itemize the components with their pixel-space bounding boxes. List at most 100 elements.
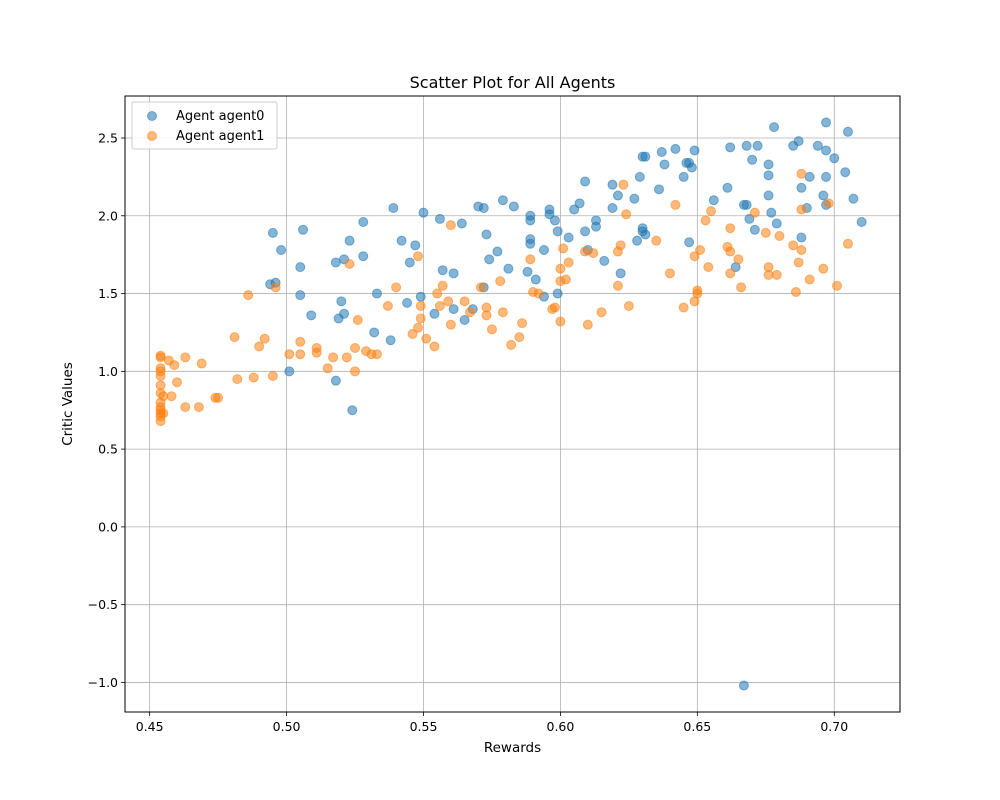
data-point-agent0 (267, 227, 278, 238)
data-point-agent0 (530, 274, 541, 285)
data-point-agent0 (659, 159, 670, 170)
data-point-agent1 (180, 352, 191, 363)
data-point-agent0 (821, 145, 832, 156)
data-point-agent0 (612, 190, 623, 201)
data-point-agent1 (725, 223, 736, 234)
data-point-agent0 (741, 140, 752, 151)
data-point-agent1 (612, 280, 623, 291)
data-point-agent0 (306, 310, 317, 321)
data-point-agent0 (574, 198, 585, 209)
data-point-agent0 (448, 268, 459, 279)
grid-lines (125, 96, 900, 712)
data-point-agent1 (703, 262, 714, 273)
data-point-agent0 (298, 224, 309, 235)
data-point-agent1 (328, 352, 339, 363)
data-point-agent0 (339, 308, 350, 319)
data-point-agent1 (560, 274, 571, 285)
x-tick-label: 0.65 (683, 719, 711, 734)
data-point-agent1 (350, 366, 361, 377)
data-point-agent1 (415, 313, 426, 324)
data-point-agent1 (443, 296, 454, 307)
data-point-agent0 (812, 140, 823, 151)
data-point-agent0 (503, 263, 514, 274)
data-point-agent0 (591, 221, 602, 232)
data-point-agent0 (829, 153, 840, 164)
data-point-agent1 (555, 263, 566, 274)
data-point-agent0 (607, 203, 618, 213)
data-point-agent1 (311, 347, 322, 358)
data-point-agent0 (552, 288, 563, 299)
data-point-agent0 (437, 265, 448, 276)
data-point-agent0 (763, 159, 774, 170)
data-point-agent1 (692, 285, 703, 296)
data-point-agent1 (651, 235, 662, 246)
data-point-agent0 (848, 193, 859, 204)
data-point-agent1 (180, 402, 191, 413)
data-point-agent0 (708, 195, 719, 206)
data-point-agent0 (615, 268, 626, 279)
data-point-agent1 (382, 301, 393, 311)
data-point-agent1 (563, 257, 574, 268)
data-point-agent0 (634, 171, 645, 182)
data-point-agent1 (155, 371, 166, 381)
data-point-agent1 (295, 349, 306, 360)
data-point-agent1 (615, 240, 626, 251)
data-point-agent1 (763, 262, 774, 273)
data-point-agent1 (525, 254, 536, 265)
data-point-agent1 (788, 240, 799, 251)
data-point-agent1 (823, 198, 834, 209)
data-point-agent0 (538, 245, 549, 255)
chart-title: Scatter Plot for All Agents (410, 73, 616, 92)
data-point-agent0 (330, 375, 341, 386)
data-point-agent1 (842, 238, 853, 249)
data-point-agent1 (774, 231, 785, 241)
data-point-agent1 (506, 339, 517, 350)
data-point-agent0 (856, 217, 867, 227)
data-point-agent0 (842, 126, 853, 137)
legend-box (131, 101, 278, 150)
data-point-agent0 (481, 229, 492, 240)
data-point-agent1 (832, 280, 843, 291)
data-point-agent1 (158, 391, 169, 402)
data-point-agent0 (818, 190, 829, 201)
data-point-agent0 (738, 680, 749, 691)
data-point-agent0 (840, 167, 851, 178)
data-point-agent0 (580, 226, 591, 237)
x-tick-label: 0.60 (547, 719, 575, 734)
data-point-agent0 (402, 297, 413, 308)
data-point-agent0 (347, 405, 358, 416)
legend-marker-agent1 (147, 131, 157, 141)
data-point-agent0 (656, 147, 667, 157)
data-point-agent0 (522, 266, 533, 277)
data-point-agent1 (588, 248, 599, 259)
data-point-agent0 (654, 184, 665, 195)
data-point-agent0 (492, 246, 503, 257)
data-point-agent0 (640, 151, 651, 162)
data-point-agent1 (196, 358, 207, 369)
data-point-agent0 (747, 154, 758, 165)
data-point-agent1 (437, 280, 448, 291)
data-point-agent0 (632, 235, 643, 246)
data-point-agent1 (155, 352, 166, 363)
data-point-agent1 (421, 333, 432, 344)
data-point-agent1 (796, 168, 807, 179)
data-point-agent0 (404, 257, 415, 268)
data-point-agent1 (533, 288, 544, 299)
data-point-agent1 (270, 282, 281, 293)
data-point-agent0 (369, 327, 380, 338)
data-point-agent0 (418, 207, 429, 218)
data-point-agent1 (486, 324, 497, 335)
data-point-agent0 (336, 296, 347, 307)
data-point-agent0 (607, 179, 618, 190)
data-point-agent0 (763, 170, 774, 181)
data-point-agent1 (243, 290, 254, 301)
data-point-agent0 (766, 207, 777, 218)
data-points (155, 117, 867, 691)
data-point-agent0 (678, 171, 689, 182)
data-point-agent0 (429, 308, 440, 319)
data-point-agent1 (749, 207, 760, 218)
data-point-agent1 (158, 408, 169, 419)
axis-ticks: 0.45 0.50 0.55 0.60 0.65 0.70 −1.0 −0.5 0.0 0.5 1.… (88, 131, 849, 735)
data-point-agent0 (640, 229, 651, 240)
